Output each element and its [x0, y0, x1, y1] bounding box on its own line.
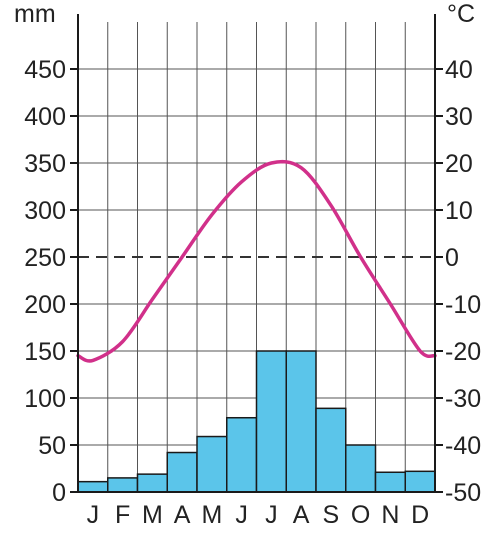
temperature-tick-label: 20 — [445, 150, 473, 178]
temperature-tick-label: -10 — [445, 291, 481, 319]
temperature-tick-label: -30 — [445, 385, 481, 413]
month-label: A — [293, 501, 310, 529]
temperature-unit-label: °C — [447, 0, 475, 28]
precipitation-tick-label: 450 — [24, 56, 66, 84]
precipitation-bar-6 — [226, 416, 258, 493]
month-label: J — [235, 501, 248, 529]
precipitation-tick-label: 150 — [24, 338, 66, 366]
precipitation-tick-label: 300 — [24, 197, 66, 225]
precipitation-tick-label: 350 — [24, 150, 66, 178]
month-label: S — [323, 501, 340, 529]
month-label: O — [351, 501, 370, 529]
month-label: N — [381, 501, 399, 529]
temperature-tick-labels: -50 -40 -30 -20 -10 0 10 20 30 40 — [435, 56, 481, 507]
temperature-curve — [76, 159, 437, 363]
precipitation-tick-label: 100 — [24, 385, 66, 413]
precipitation-tick-label: 250 — [24, 244, 66, 272]
precipitation-bar-3 — [136, 473, 168, 493]
temperature-tick-label: 10 — [445, 197, 473, 225]
temperature-line — [76, 159, 437, 363]
precipitation-bar-8 — [285, 350, 317, 493]
precipitation-bars — [77, 350, 436, 493]
month-label: M — [142, 501, 163, 529]
precipitation-bar-2 — [107, 477, 139, 493]
precipitation-tick-label: 400 — [24, 103, 66, 131]
temperature-tick-label: -50 — [445, 479, 481, 507]
precipitation-tick-label: 50 — [38, 432, 66, 460]
precipitation-bar-9 — [315, 407, 347, 493]
temperature-tick-label: 0 — [445, 244, 459, 272]
precipitation-unit-label: mm — [14, 0, 56, 28]
precipitation-bar-12 — [404, 470, 436, 493]
month-label: D — [411, 501, 429, 529]
month-label: M — [201, 501, 222, 529]
month-label: J — [265, 501, 278, 529]
precipitation-bar-4 — [166, 451, 198, 493]
temperature-tick-label: -40 — [445, 432, 481, 460]
precipitation-bar-7 — [255, 350, 287, 493]
precipitation-bar-11 — [374, 471, 406, 493]
precipitation-bar-10 — [345, 444, 377, 493]
month-label: F — [115, 501, 130, 529]
month-label: J — [87, 501, 100, 529]
precipitation-tick-labels: 0 50 100 150 200 250 300 350 400 450 — [24, 56, 78, 507]
precipitation-bar-5 — [196, 435, 228, 493]
month-label: A — [174, 501, 191, 529]
precipitation-tick-label: 200 — [24, 291, 66, 319]
temperature-tick-label: 30 — [445, 103, 473, 131]
precipitation-tick-label: 0 — [52, 479, 66, 507]
temperature-tick-label: 40 — [445, 56, 473, 84]
precipitation-bar-1 — [77, 480, 109, 493]
temperature-tick-label: -20 — [445, 338, 481, 366]
chart-axes — [77, 14, 436, 493]
